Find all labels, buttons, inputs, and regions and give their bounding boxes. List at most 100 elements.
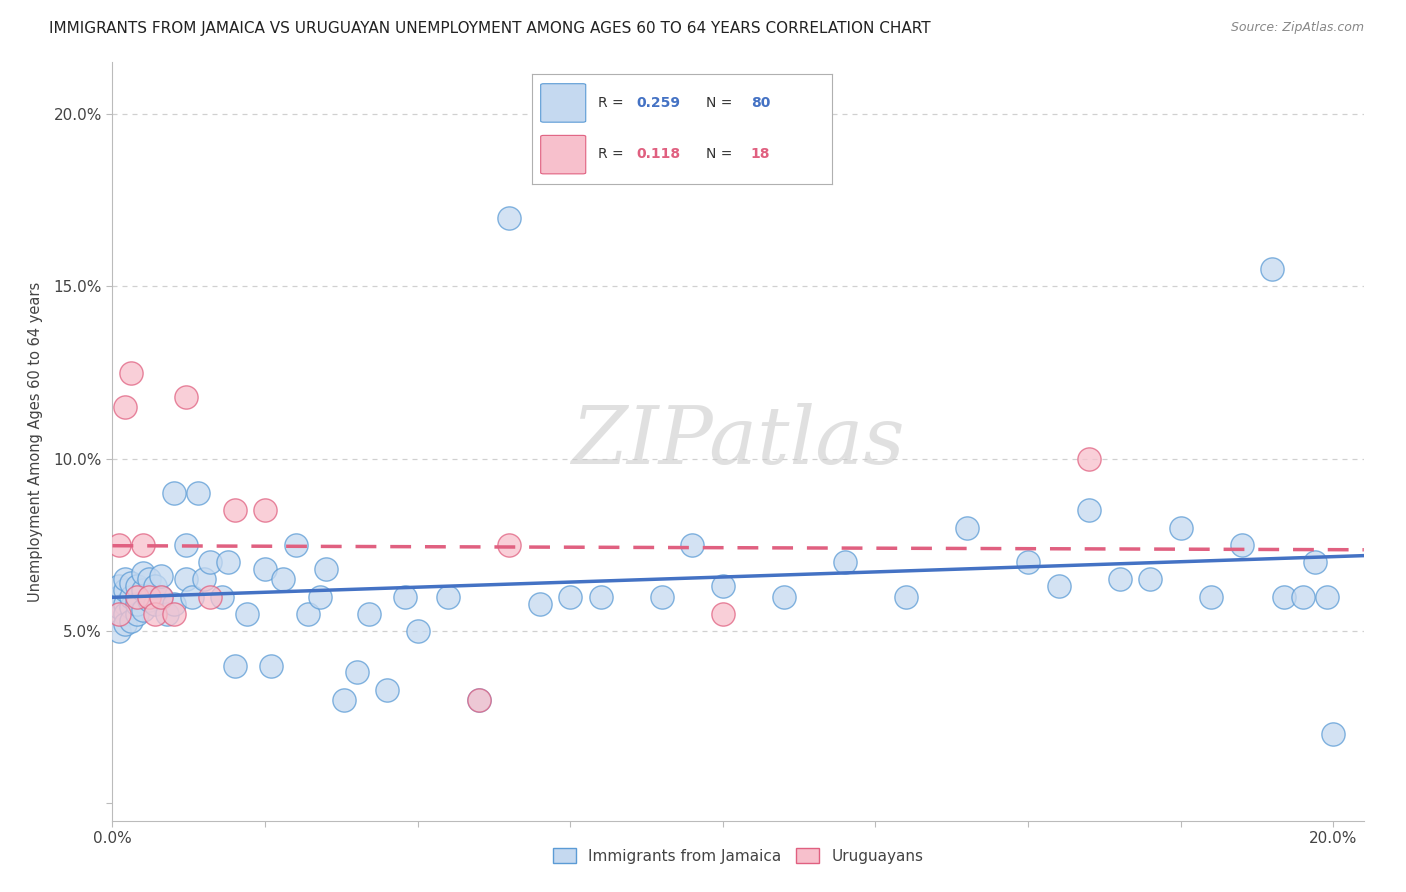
Point xyxy=(156,607,179,621)
Point xyxy=(357,607,380,621)
Point xyxy=(120,575,142,590)
Point xyxy=(150,590,173,604)
Point xyxy=(254,562,277,576)
Point xyxy=(1322,727,1344,741)
Point xyxy=(1078,451,1101,466)
Text: IMMIGRANTS FROM JAMAICA VS URUGUAYAN UNEMPLOYMENT AMONG AGES 60 TO 64 YEARS CORR: IMMIGRANTS FROM JAMAICA VS URUGUAYAN UNE… xyxy=(49,21,931,37)
Point xyxy=(150,569,173,583)
Point xyxy=(711,579,734,593)
Point xyxy=(107,599,129,614)
Point xyxy=(1261,262,1284,277)
Point xyxy=(560,590,582,604)
Point xyxy=(1303,555,1326,569)
Point xyxy=(143,579,166,593)
Point xyxy=(437,590,460,604)
Point xyxy=(132,566,155,580)
Point xyxy=(120,366,142,380)
Point xyxy=(1017,555,1039,569)
Point xyxy=(107,579,129,593)
Point xyxy=(1274,590,1296,604)
Legend: Immigrants from Jamaica, Uruguayans: Immigrants from Jamaica, Uruguayans xyxy=(547,842,929,870)
Point xyxy=(120,590,142,604)
Point xyxy=(1230,538,1253,552)
Point xyxy=(114,597,136,611)
Point xyxy=(174,390,197,404)
Point xyxy=(956,521,979,535)
Point xyxy=(132,603,155,617)
Point xyxy=(107,538,129,552)
Point xyxy=(1047,579,1070,593)
Point xyxy=(315,562,337,576)
Point xyxy=(198,555,221,569)
Point xyxy=(125,597,148,611)
Point xyxy=(260,658,283,673)
Point xyxy=(498,211,520,225)
Point xyxy=(125,607,148,621)
Point xyxy=(406,624,429,639)
Point xyxy=(236,607,259,621)
Point xyxy=(180,590,202,604)
Point xyxy=(150,590,173,604)
Point xyxy=(143,597,166,611)
Point xyxy=(224,658,246,673)
Point xyxy=(834,555,856,569)
Point xyxy=(1078,503,1101,517)
Point xyxy=(114,573,136,587)
Point xyxy=(1139,573,1161,587)
Point xyxy=(467,693,489,707)
Point xyxy=(193,573,215,587)
Point xyxy=(1170,521,1192,535)
Point xyxy=(711,607,734,621)
Point xyxy=(174,573,197,587)
Point xyxy=(198,590,221,604)
Point xyxy=(132,538,155,552)
Point xyxy=(894,590,917,604)
Point xyxy=(132,582,155,597)
Point xyxy=(125,590,148,604)
Point xyxy=(681,538,703,552)
Point xyxy=(1316,590,1339,604)
Text: ZIPatlas: ZIPatlas xyxy=(571,403,905,480)
Point xyxy=(254,503,277,517)
Point xyxy=(107,590,129,604)
Point xyxy=(187,486,209,500)
Point xyxy=(1108,573,1130,587)
Point xyxy=(162,486,184,500)
Point xyxy=(394,590,416,604)
Point xyxy=(162,597,184,611)
Point xyxy=(174,538,197,552)
Point xyxy=(651,590,673,604)
Point xyxy=(125,579,148,593)
Point xyxy=(589,590,612,604)
Point xyxy=(273,573,295,587)
Point xyxy=(107,607,129,621)
Y-axis label: Unemployment Among Ages 60 to 64 years: Unemployment Among Ages 60 to 64 years xyxy=(28,281,42,602)
Point xyxy=(284,538,307,552)
Point xyxy=(529,597,551,611)
Point xyxy=(143,607,166,621)
Point xyxy=(162,607,184,621)
Point xyxy=(773,590,796,604)
Point xyxy=(107,607,129,621)
Point xyxy=(114,400,136,414)
Point xyxy=(1199,590,1222,604)
Point xyxy=(498,538,520,552)
Point xyxy=(333,693,356,707)
Text: Source: ZipAtlas.com: Source: ZipAtlas.com xyxy=(1230,21,1364,35)
Point xyxy=(114,617,136,632)
Point xyxy=(224,503,246,517)
Point xyxy=(346,665,368,680)
Point xyxy=(114,582,136,597)
Point xyxy=(309,590,332,604)
Point xyxy=(211,590,233,604)
Point xyxy=(138,590,160,604)
Point xyxy=(1292,590,1315,604)
Point xyxy=(217,555,239,569)
Point xyxy=(107,624,129,639)
Point xyxy=(114,607,136,621)
Point xyxy=(138,593,160,607)
Point xyxy=(297,607,319,621)
Point xyxy=(467,693,489,707)
Point xyxy=(138,573,160,587)
Point xyxy=(125,590,148,604)
